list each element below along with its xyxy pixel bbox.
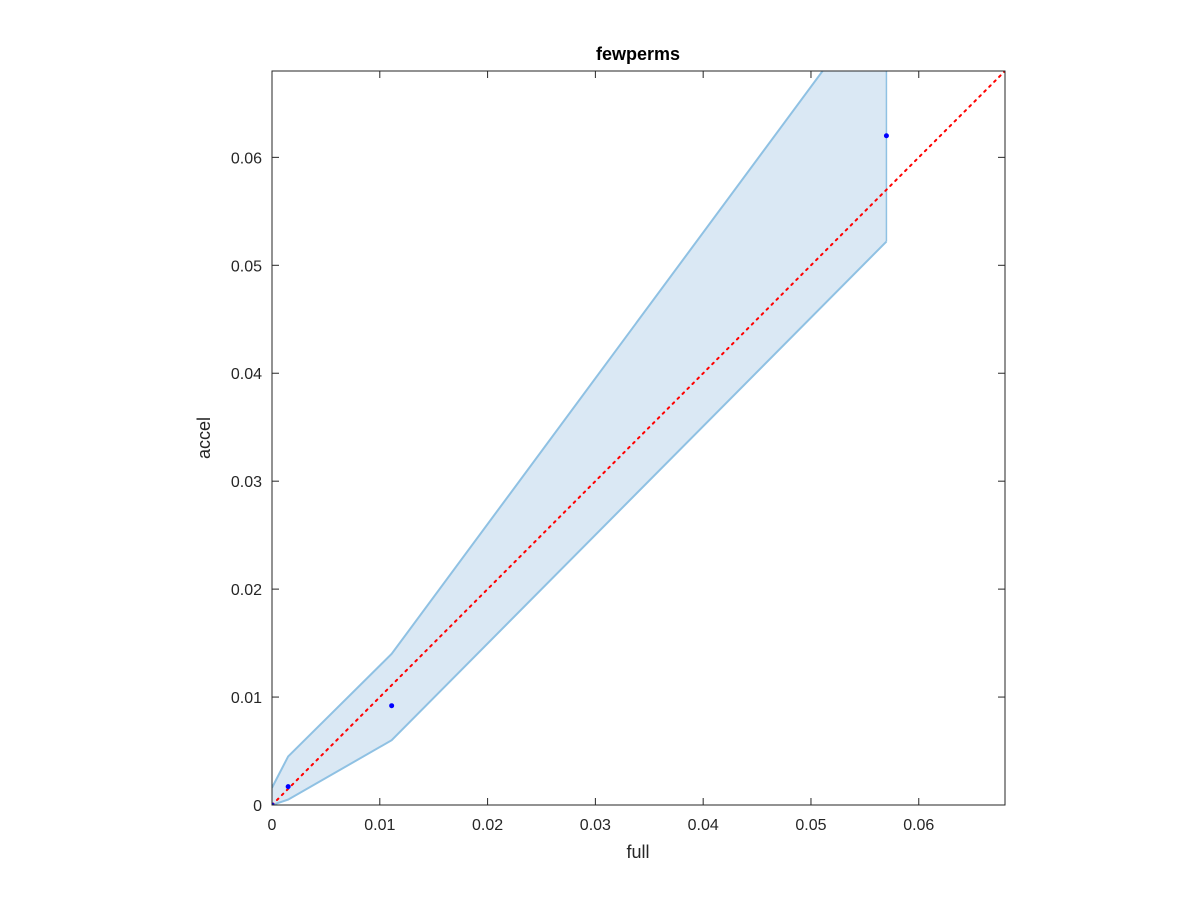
- y-tick-label: 0.02: [231, 582, 262, 599]
- data-point: [272, 802, 275, 805]
- data-point: [389, 703, 395, 709]
- data-point: [883, 133, 889, 139]
- chart-title: fewperms: [596, 44, 680, 64]
- x-tick-label: 0.01: [364, 817, 395, 834]
- x-tick-label: 0.02: [472, 817, 503, 834]
- x-axis-label: full: [626, 842, 649, 862]
- band-lower-edge: [272, 240, 888, 805]
- x-tick-label: 0.04: [688, 817, 719, 834]
- y-tick-label: 0.01: [231, 690, 262, 707]
- y-tick-label: 0.04: [231, 366, 262, 383]
- band-upper-edge: [272, 71, 824, 789]
- confidence-band: [272, 71, 887, 805]
- y-tick-label: 0.03: [231, 474, 262, 491]
- data-point: [285, 784, 291, 790]
- x-tick-label: 0.05: [795, 817, 826, 834]
- y-axis-label: accel: [194, 417, 214, 459]
- y-tick-label: 0.05: [231, 258, 262, 275]
- y-tick-label: 0.06: [231, 150, 262, 167]
- y-tick-label: 0: [253, 798, 262, 815]
- y-axis: 0 0.01 0.02 0.03 0.04 0.05 0.06: [231, 150, 1005, 815]
- x-tick-label: 0: [268, 817, 277, 834]
- x-tick-label: 0.06: [903, 817, 934, 834]
- x-tick-label: 0.03: [580, 817, 611, 834]
- x-axis: 0 0.01 0.02 0.03 0.04 0.05 0.06: [268, 71, 934, 834]
- plot-area: [272, 71, 1005, 805]
- reference-line: [272, 71, 1005, 805]
- axes-box: [271, 70, 1006, 806]
